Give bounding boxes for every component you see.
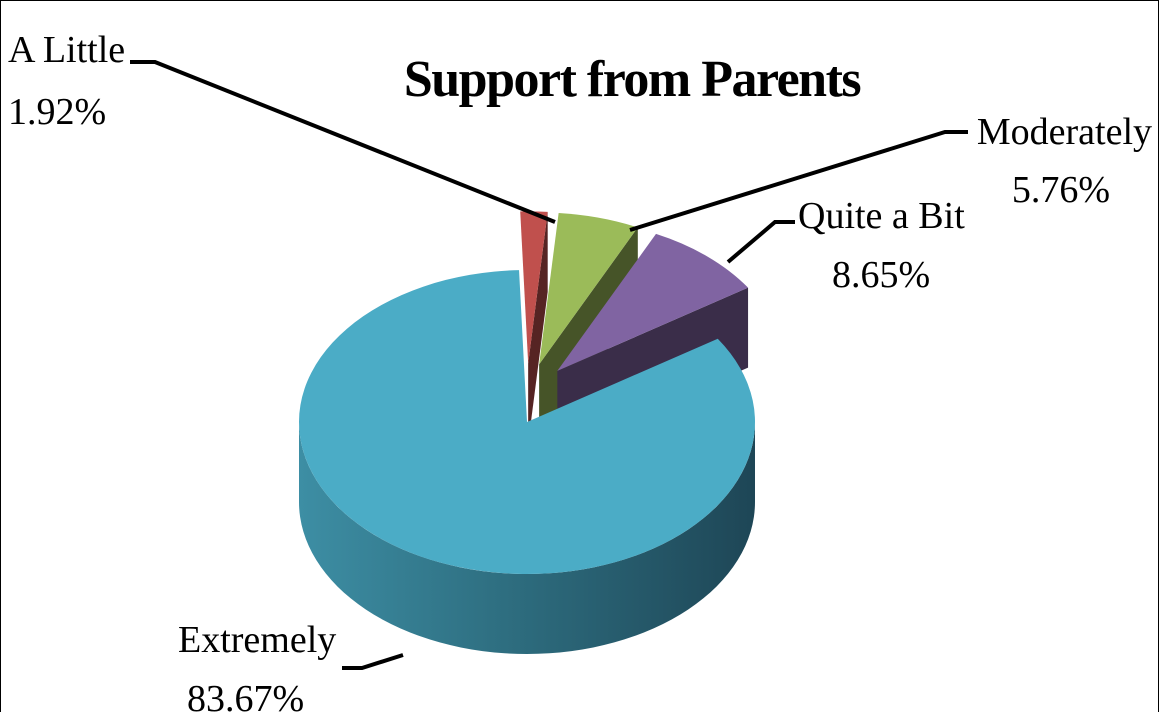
slice-value-quite-a-bit: 8.65% bbox=[832, 254, 930, 296]
slice-top-moderately bbox=[539, 212, 638, 365]
slice-value-a-little: 1.92% bbox=[8, 91, 106, 133]
slice-label-a-little: A Little bbox=[8, 29, 125, 71]
leader-line-moderately bbox=[629, 130, 968, 232]
slice-a-little bbox=[520, 211, 548, 444]
chart-title: Support from Parents bbox=[404, 51, 861, 108]
slice-label-quite-a-bit: Quite a Bit bbox=[798, 195, 965, 237]
leader-lines bbox=[130, 60, 968, 670]
slice-side-extremely bbox=[299, 422, 755, 654]
leader-line-a-little bbox=[130, 60, 556, 224]
leader-line-quite-a-bit bbox=[726, 220, 795, 264]
slice-wall-a-little bbox=[528, 211, 548, 444]
slice-top-extremely bbox=[298, 270, 756, 574]
slices-layer bbox=[298, 211, 756, 654]
slice-extremely bbox=[298, 270, 756, 654]
leader-line-extremely bbox=[342, 653, 404, 670]
slice-label-extremely: Extremely bbox=[178, 619, 336, 661]
slice-top-quite-a-bit bbox=[557, 233, 749, 371]
slice-value-extremely: 83.67% bbox=[187, 678, 304, 713]
slice-value-moderately: 5.76% bbox=[1012, 169, 1110, 211]
slice-label-moderately: Moderately bbox=[977, 111, 1152, 153]
slice-top-a-little bbox=[520, 211, 548, 364]
